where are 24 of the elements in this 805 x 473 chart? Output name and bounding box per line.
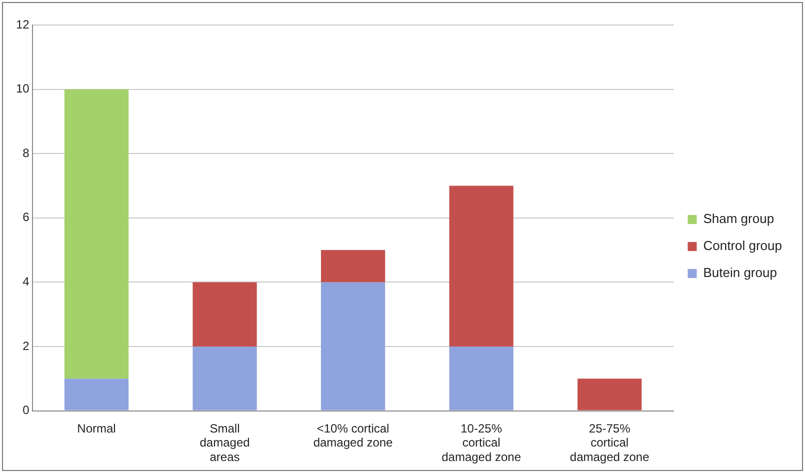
bar [64, 378, 129, 410]
x-tick-label: 10-25% cortical damaged zone [442, 421, 522, 464]
y-tick-label: 12 [16, 17, 30, 32]
y-tick-label: 8 [22, 146, 30, 160]
x-tick-label: <10% cortical damaged zone [313, 421, 394, 450]
bar [449, 346, 514, 410]
legend-label: Control group [703, 238, 782, 254]
x-tick-label: Small damaged areas [200, 421, 250, 464]
y-tick-label: 6 [22, 210, 30, 224]
y-tick-label: 10 [16, 82, 30, 96]
bar [449, 186, 514, 346]
y-tick-label: 0 [22, 403, 30, 418]
bar [192, 346, 257, 410]
y-tick-label: 2 [22, 338, 30, 353]
bar [64, 89, 129, 379]
legend-label: Sham group [703, 211, 774, 226]
x-tick-label: 25-75% cortical damaged zone [570, 421, 650, 464]
bar [320, 250, 386, 282]
bar [578, 378, 642, 410]
y-tick-label: 4 [22, 274, 30, 289]
x-tick-label: Normal [77, 421, 116, 436]
bar [320, 282, 386, 410]
legend-label: Butein group [703, 265, 777, 280]
bar [192, 282, 257, 346]
